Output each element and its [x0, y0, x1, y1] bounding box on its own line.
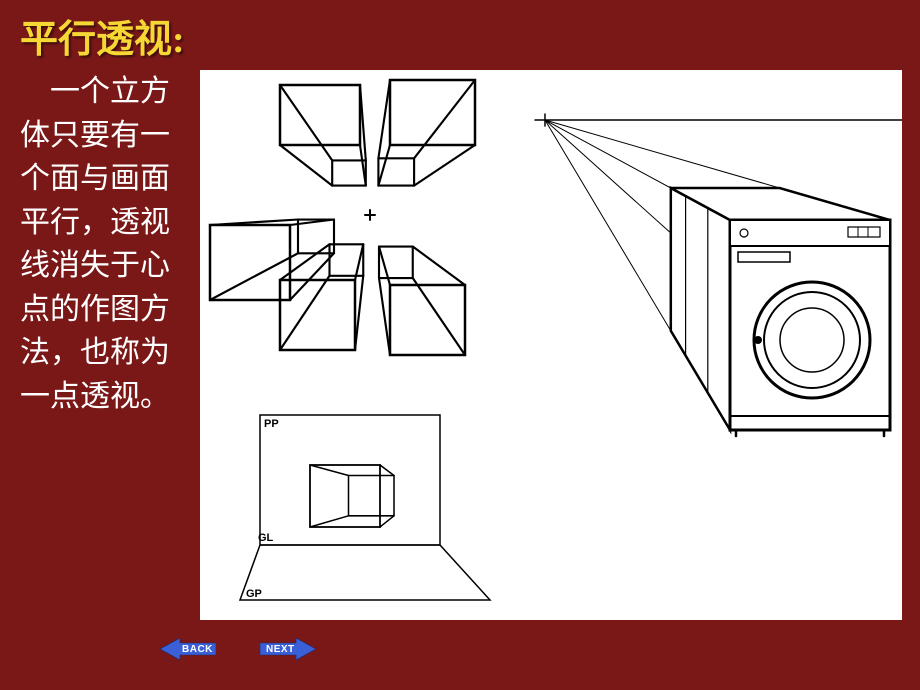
next-button[interactable]: NEXT — [260, 636, 316, 662]
svg-text:PP: PP — [264, 418, 279, 430]
back-label: BACK — [182, 644, 213, 655]
svg-text:GL: GL — [258, 532, 274, 544]
back-button[interactable]: BACK — [160, 636, 216, 662]
svg-text:GP: GP — [246, 588, 262, 600]
slide-title: 平行透视: — [20, 8, 185, 63]
slide-body-text: 一个立方体只要有一个面与画面平行，透视线消失于心点的作图方法，也称为一点透视。 — [20, 70, 190, 418]
next-label: NEXT — [266, 644, 295, 655]
perspective-illustration: PP GL GP — [200, 70, 902, 620]
